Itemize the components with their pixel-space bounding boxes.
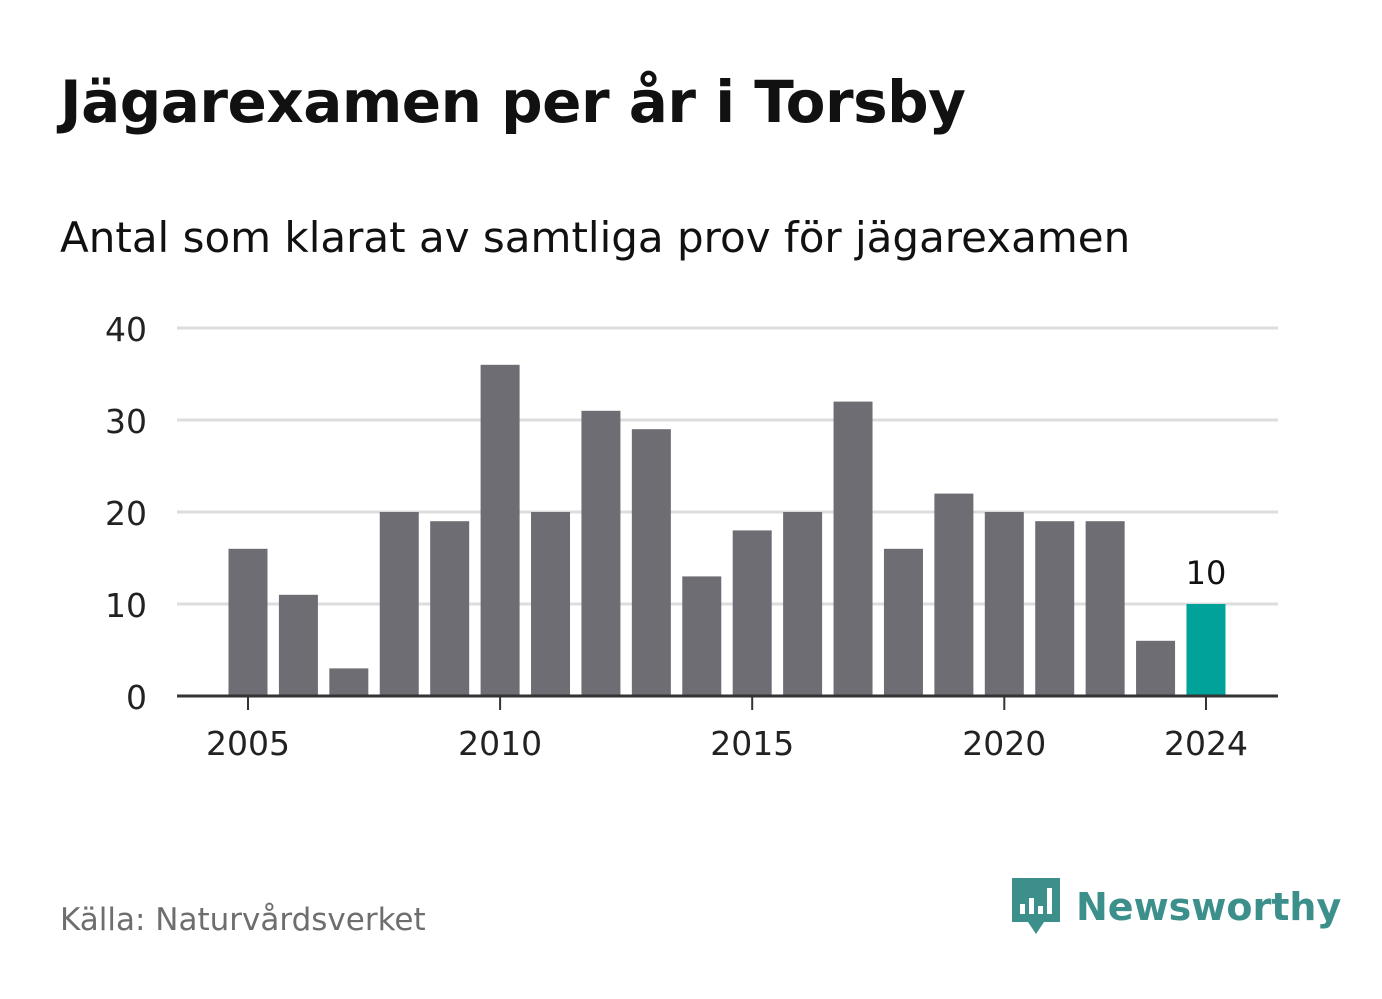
y-tick-label-0: 0 (126, 678, 147, 717)
bar-2015 (732, 530, 772, 696)
bar-2007 (329, 668, 369, 696)
bar-2014 (682, 576, 722, 696)
bar-2008 (379, 512, 419, 696)
bar-2012 (581, 410, 621, 696)
source-note: Källa: Naturvårdsverket (60, 902, 426, 938)
brand-logo: Newsworthy (1010, 876, 1341, 938)
bar-2022 (1085, 521, 1125, 696)
y-tick-label-40: 40 (105, 310, 147, 349)
x-tick-label-2020: 2020 (962, 724, 1046, 763)
bar-2019 (934, 493, 974, 696)
chart-title: Jägarexamen per år i Torsby (60, 68, 966, 136)
bar-2020 (984, 512, 1024, 696)
bar-2018 (883, 548, 923, 696)
axes (177, 694, 1278, 710)
newsworthy-logo-icon (1012, 878, 1060, 934)
bar-2009 (430, 521, 470, 696)
bar-2021 (1035, 521, 1075, 696)
x-tick-label-2015: 2015 (710, 724, 794, 763)
bar-2005 (228, 548, 268, 696)
y-tick-label-10: 10 (105, 586, 147, 625)
data-label-2024: 10 (1186, 554, 1227, 592)
bars (228, 364, 1226, 696)
bar-2017 (833, 401, 873, 696)
bar-2010 (480, 364, 520, 696)
x-tick-label-2005: 2005 (206, 724, 290, 763)
y-tick-label-20: 20 (105, 494, 147, 533)
chart-subtitle: Antal som klarat av samtliga prov för jä… (60, 213, 1131, 262)
bar-2016 (783, 512, 823, 696)
bar-2023 (1136, 640, 1176, 696)
brand-name: Newsworthy (1076, 885, 1342, 929)
bar-2013 (631, 429, 671, 696)
y-tick-label-30: 30 (105, 402, 147, 441)
bar-2011 (531, 512, 571, 696)
labels: 0 10 20 30 40 10 2005 2010 2015 2020 2024 (105, 310, 1248, 763)
bar-2006 (278, 594, 318, 696)
bar-2024 (1186, 604, 1226, 696)
x-tick-label-2010: 2010 (458, 724, 542, 763)
x-tick-label-2024: 2024 (1164, 724, 1248, 763)
